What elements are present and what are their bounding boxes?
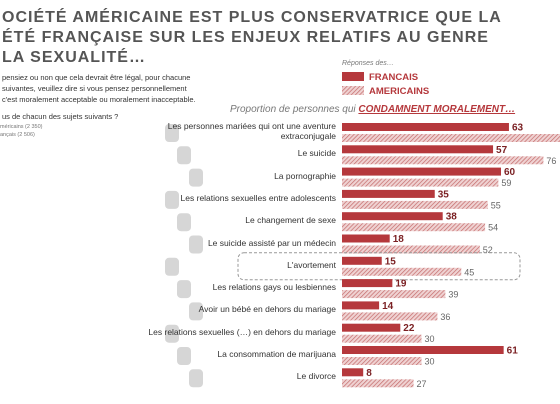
icon [177,146,191,165]
value-label: 45 [464,267,474,277]
bar [342,368,364,377]
category-label: Les relations gays ou lesbiennes [212,282,336,293]
value-label: 18 [393,234,405,245]
bar [342,379,414,388]
question-line: us de chacun des sujets suivants ? [2,112,118,121]
icon [165,257,179,276]
value-label: 35 [438,189,450,200]
icon [177,347,191,365]
bar [342,167,501,176]
value-label: 30 [425,357,435,367]
icon [189,168,203,187]
bar [342,123,509,131]
bar [342,357,422,365]
title-line: LA SEXUALITÉ… [2,47,146,66]
bar [342,234,390,243]
category-label: Le suicide assisté par un médecin [207,237,336,248]
icon [165,190,179,209]
bar [342,312,438,321]
bar [342,256,382,265]
category-label: La pornographie [274,170,336,181]
category-label: La consommation de marijuana [217,349,336,359]
sample-size: méricains (2 350) [0,124,43,130]
value-label: 30 [425,334,435,344]
legend-title: Réponses des… [342,60,394,67]
category-label: Le suicide [297,148,336,159]
icon [189,235,203,254]
bar [342,212,443,221]
question-line: pensiez ou non que cela devrait être lég… [2,73,190,82]
sample-size: ançais (2 506) [0,132,35,138]
value-label: 59 [501,178,511,188]
value-label: 54 [488,223,498,233]
value-label: 52 [483,245,493,255]
value-label: 76 [546,156,556,166]
value-label: 27 [417,379,427,389]
question-line: c'est moralement acceptable ou moralemen… [2,95,196,104]
value-label: 14 [382,301,394,312]
icon [165,324,179,343]
icon [165,124,179,142]
category-label: Avoir un bébé en dehors du mariage [198,304,336,315]
bar [342,200,488,209]
bar [342,134,560,142]
bar [342,145,494,154]
subtitle-emphasis: CONDAMNENT MORALEMENT… [358,104,515,115]
category-label: L'avortement [287,259,336,270]
value-label: 15 [385,256,397,267]
legend-swatch [342,86,364,95]
title-line: ÉTÉ FRANÇAISE SUR LES ENJEUX RELATIFS AU… [2,27,489,46]
bar [342,301,380,310]
icon [189,369,203,388]
icon [177,213,191,232]
value-label: 36 [440,312,450,322]
value-label: 55 [491,200,501,210]
value-label: 61 [507,346,519,357]
value-label: 57 [496,145,508,156]
bar [342,223,486,232]
bar [342,178,499,187]
value-label: 38 [446,212,458,223]
value-label: 63 [512,123,524,134]
category-label: Le divorce [296,371,336,382]
bar [342,323,401,332]
value-label: 39 [448,290,458,300]
value-label: 60 [504,167,516,178]
value-label: 19 [395,279,407,290]
category-label: Les relations sexuelles (…) en dehors du… [148,326,336,337]
highlight-box [237,252,521,281]
legend-swatch [342,72,364,81]
bar [342,245,480,254]
category-label: Les relations sexuelles entre adolescent… [180,192,336,203]
bar [342,346,504,354]
category-label: Les personnes mariées qui ont une aventu… [167,121,336,141]
bar [342,279,393,288]
icon [177,280,191,299]
category-label: Le changement de sexe [245,215,336,226]
bar [342,334,422,343]
subtitle: Proportion de personnes qui CONDAMNENT M… [230,104,515,115]
bar [342,189,435,198]
subtitle-text: Proportion de personnes qui [230,104,358,115]
icon [189,302,203,321]
bar [342,267,462,276]
question-line: suivantes, veuillez dire si vous pensez … [2,84,188,93]
value-label: 22 [403,323,415,334]
value-label: 8 [366,368,372,379]
legend-label: FRANCAIS [369,72,418,83]
bar [342,156,544,165]
title-line: OCIÉTÉ AMÉRICAINE EST PLUS CONSERVATRICE… [2,7,502,26]
legend-label: AMERICAINS [369,86,429,97]
bar [342,290,446,299]
